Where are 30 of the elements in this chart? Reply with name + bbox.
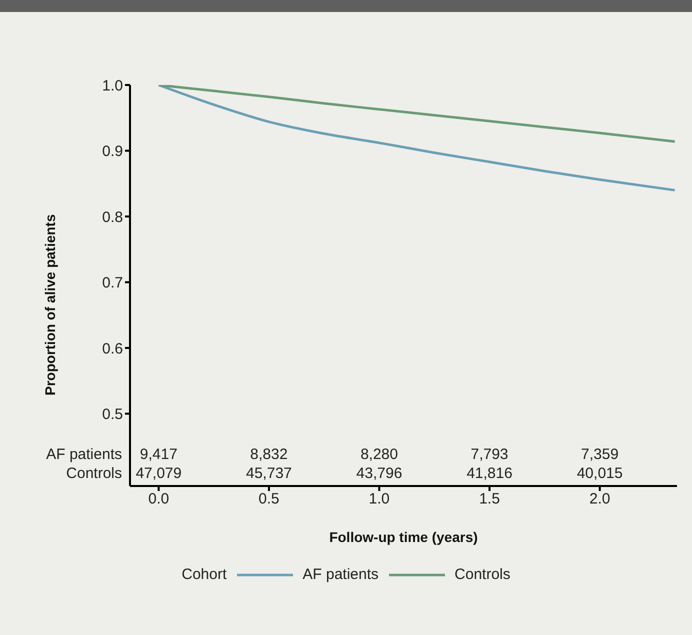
annotation: 7,359 <box>580 446 620 463</box>
y-tick-label: 0.6 <box>102 340 123 358</box>
y-tick-label: 0.9 <box>102 143 123 160</box>
annotation: 8,832 <box>249 446 289 463</box>
x-tick-label: 2.0 <box>589 490 610 508</box>
annotation: 47,079 <box>136 465 182 482</box>
legend-label: AF patients <box>302 566 379 583</box>
x-tick-label: 1.5 <box>479 490 500 508</box>
y-tick-label: 0.8 <box>102 208 123 226</box>
y-tick-label: 0.5 <box>102 406 123 424</box>
y-tick-label: 1.0 <box>102 77 123 94</box>
x-tick-label: 0.0 <box>148 490 170 508</box>
x-tick-label: 1.0 <box>368 490 390 508</box>
line-series <box>157 85 676 192</box>
x-axis-title: Follow-up time (years) <box>329 529 478 545</box>
y-axis-title: Proportion of alive patients <box>42 214 58 396</box>
legend-title: Cohort <box>182 566 227 583</box>
legend-label: Controls <box>454 566 510 583</box>
x-tick-label: 0.5 <box>258 490 280 508</box>
text: Controls <box>66 465 122 482</box>
annotation: 8,280 <box>359 446 399 463</box>
annotation: 40,015 <box>576 465 624 482</box>
line-series <box>157 85 676 143</box>
annotation: 41,816 <box>466 465 514 482</box>
annotation: 7,793 <box>470 446 510 463</box>
annotation: 45,737 <box>245 465 293 482</box>
y-tick-label: 0.7 <box>102 274 123 292</box>
text: AF patients <box>46 446 122 463</box>
annotation: 43,796 <box>355 465 404 482</box>
annotation: 9,417 <box>140 446 178 463</box>
